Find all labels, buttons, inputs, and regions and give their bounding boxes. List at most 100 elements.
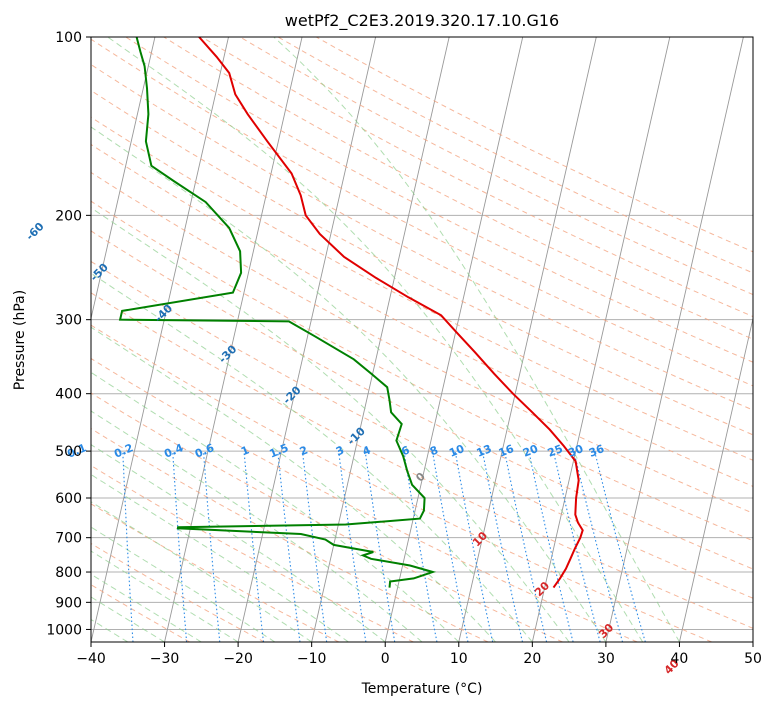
y-tick-label: 800 <box>55 565 82 581</box>
mixing-ratio-line <box>277 451 301 642</box>
mixing-ratio-line <box>172 451 188 642</box>
axes: −40 −30 −20 −10 0 10 20 30 40 5010009008007006005… <box>46 30 762 667</box>
moist-adiabat-line <box>91 126 607 642</box>
moist-adiabat-line <box>91 371 460 642</box>
dry-adiabat-line <box>91 116 753 461</box>
isotherm-line <box>164 37 303 642</box>
moist-adiabat-line <box>91 550 239 642</box>
mixing-ratio-label: 1.5 <box>267 441 290 460</box>
mixing-ratio-label: 20 <box>521 442 540 460</box>
temperature-profile-line <box>198 37 584 589</box>
x-tick-label: −10 <box>297 651 327 667</box>
isotherm-line <box>91 37 229 642</box>
moist-adiabat-line <box>91 326 496 642</box>
mixing-ratio-line <box>243 451 265 642</box>
dry-adiabat-line <box>91 200 753 542</box>
isotherm-label: -30 <box>216 342 239 365</box>
mixing-ratio-label: 0.6 <box>193 441 216 460</box>
dry-adiabat-line <box>91 357 638 642</box>
mixing-ratio-line <box>552 450 601 642</box>
dry-adiabat-line <box>91 38 753 387</box>
x-tick-label: 50 <box>744 651 762 667</box>
dewpoint-profile-line <box>118 37 437 588</box>
moist-adiabat-line <box>91 596 165 642</box>
dry-adiabat-line <box>315 37 753 253</box>
x-tick-label: 0 <box>381 651 390 667</box>
isotherm-label: 10 <box>470 529 490 549</box>
x-tick-label: 20 <box>523 651 541 667</box>
dry-adiabat-line <box>91 392 563 642</box>
moist-adiabat-line <box>273 37 680 642</box>
mixing-ratio-label: 2 <box>298 443 310 458</box>
dry-adiabat-line <box>91 143 753 487</box>
dry-adiabat-line <box>91 230 753 570</box>
dry-adiabat-line <box>91 292 753 629</box>
x-tick-label: −40 <box>76 651 106 667</box>
isotherm-line <box>752 639 753 642</box>
background-lines <box>0 37 753 642</box>
mixing-ratio-label: 0.2 <box>112 441 135 460</box>
y-tick-label: 1000 <box>46 622 82 638</box>
isotherm-label: -60 <box>23 220 46 243</box>
x-tick-label: 10 <box>450 651 468 667</box>
moist-adiabat-line <box>107 37 644 642</box>
mixing-ratio-label: 3 <box>334 443 346 458</box>
mixing-ratio-line <box>431 451 469 642</box>
y-tick-label: 600 <box>55 491 82 507</box>
y-tick-label: 200 <box>55 208 82 224</box>
moist-adiabat-line <box>91 272 533 642</box>
dry-adiabat-line <box>125 37 753 363</box>
y-tick-label: 900 <box>55 595 82 611</box>
mixing-ratio-line <box>503 450 548 642</box>
mixing-ratio-label: 16 <box>497 442 516 460</box>
x-tick-label: −30 <box>150 651 180 667</box>
dry-adiabat-line <box>91 324 712 642</box>
dry-adiabat-line <box>91 503 340 642</box>
chart-title: wetPf2_C2E3.2019.320.17.10.G16 <box>285 11 559 31</box>
x-tick-label: 30 <box>597 651 615 667</box>
mixing-ratio-label: 0.4 <box>162 441 185 460</box>
y-tick-label: 100 <box>55 30 82 46</box>
mixing-ratio-label: 1 <box>239 443 251 458</box>
y-tick-label: 400 <box>55 387 82 403</box>
moist-adiabat-line <box>91 410 423 642</box>
mixing-ratio-line <box>364 451 396 642</box>
moist-adiabat-line <box>91 444 386 642</box>
isotherm-line <box>679 316 753 642</box>
isotherm-line <box>458 37 597 642</box>
y-tick-label: 500 <box>55 444 82 460</box>
mixing-ratio-line <box>573 450 624 642</box>
sounding-lines <box>118 37 584 589</box>
x-axis-label: Temperature (°C) <box>361 681 483 697</box>
dry-adiabat-line <box>91 89 753 436</box>
dry-adiabat-line <box>91 260 753 599</box>
mixing-ratio-line <box>338 451 367 642</box>
dry-adiabat-line <box>91 171 753 514</box>
isotherm-line <box>384 37 524 642</box>
isotherm-line <box>531 37 671 642</box>
isotherm-label: 0 <box>413 470 428 485</box>
mixing-ratio-label: 13 <box>475 442 494 460</box>
mixing-ratio-label: 36 <box>587 442 606 460</box>
dry-adiabat-line <box>201 37 753 318</box>
mixing-ratio-label: 10 <box>447 442 466 460</box>
mixing-ratio-label: 30 <box>566 442 585 460</box>
y-axis-label: Pressure (hPa) <box>12 290 28 390</box>
moist-adiabat-line <box>91 473 349 642</box>
isotherm-line <box>605 37 744 642</box>
isotherm-line <box>91 37 156 321</box>
isotherm-line <box>0 37 8 642</box>
dry-adiabat-line <box>91 428 489 642</box>
dry-adiabat-line <box>91 464 414 642</box>
moist-adiabat-line <box>91 573 202 642</box>
mixing-ratio-line <box>454 451 494 642</box>
line-labels: 0.10.20.40.611.52346810131620253036-100-… <box>23 220 681 677</box>
x-tick-label: −20 <box>223 651 253 667</box>
plot-frame <box>90 36 754 643</box>
mixing-ratio-line <box>202 451 221 642</box>
mixing-ratio-line <box>528 450 574 642</box>
mixing-ratio-line <box>301 451 328 642</box>
moist-adiabat-line <box>91 207 570 642</box>
